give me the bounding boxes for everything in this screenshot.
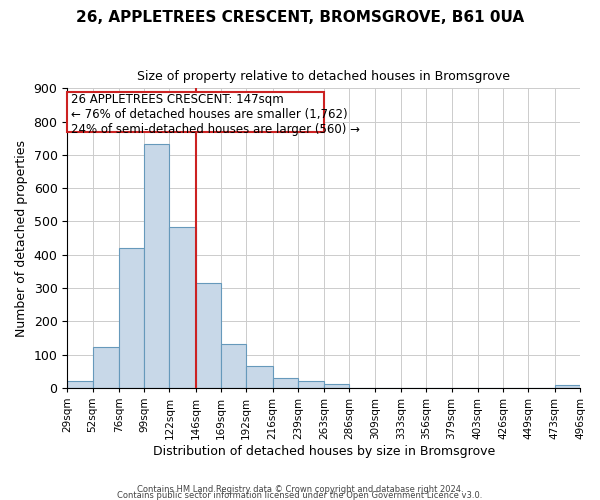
- Bar: [119, 248, 144, 388]
- Y-axis label: Number of detached properties: Number of detached properties: [15, 140, 28, 336]
- Text: Contains HM Land Registry data © Crown copyright and database right 2024.: Contains HM Land Registry data © Crown c…: [137, 484, 463, 494]
- Bar: [246, 366, 272, 388]
- Text: Contains public sector information licensed under the Open Government Licence v3: Contains public sector information licen…: [118, 490, 482, 500]
- Bar: [169, 227, 196, 388]
- Bar: [324, 384, 349, 388]
- Bar: [67, 381, 92, 388]
- Bar: [555, 385, 580, 388]
- Bar: [221, 344, 246, 388]
- Bar: [272, 378, 298, 388]
- X-axis label: Distribution of detached houses by size in Bromsgrove: Distribution of detached houses by size …: [152, 444, 495, 458]
- Text: 26, APPLETREES CRESCENT, BROMSGROVE, B61 0UA: 26, APPLETREES CRESCENT, BROMSGROVE, B61…: [76, 10, 524, 25]
- Bar: [298, 381, 324, 388]
- Bar: [92, 347, 119, 388]
- Bar: [144, 144, 169, 388]
- Bar: [196, 282, 221, 388]
- Title: Size of property relative to detached houses in Bromsgrove: Size of property relative to detached ho…: [137, 70, 510, 83]
- FancyBboxPatch shape: [67, 92, 324, 132]
- Text: 26 APPLETREES CRESCENT: 147sqm
← 76% of detached houses are smaller (1,762)
24% : 26 APPLETREES CRESCENT: 147sqm ← 76% of …: [71, 92, 359, 136]
